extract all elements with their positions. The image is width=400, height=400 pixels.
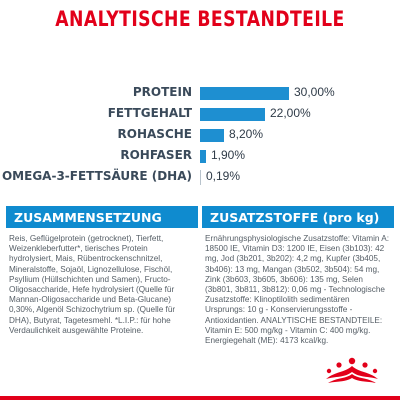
chart-value-label: 22,00% <box>270 106 311 120</box>
additives-text: Ernährungsphysiologische Zusatzstoffe: V… <box>205 234 390 346</box>
chart-bar <box>200 87 289 100</box>
chart-value-label: 8,20% <box>229 127 264 141</box>
chart-row: FETTGEHALT 22,00% <box>0 105 400 125</box>
page-title: ANALYTISCHE BESTANDTEILE <box>55 7 345 31</box>
composition-text: Reis, Geflügelprotein (getrocknet), Tier… <box>9 234 176 335</box>
chart-bar-baseline <box>200 170 201 185</box>
bottom-accent-line <box>0 396 400 400</box>
chart-value-label: 0,19% <box>206 169 241 183</box>
chart-row: ROHASCHE 8,20% <box>0 126 400 146</box>
chart-bar <box>200 108 265 121</box>
chart-category-label: OMEGA-3-FETTSÄURE (DHA) <box>1 169 192 183</box>
chart-bar <box>200 129 224 142</box>
royal-canin-crown-icon <box>326 357 378 383</box>
chart-category-label: ROHASCHE <box>117 127 192 141</box>
composition-heading: ZUSAMMENSETZUNG <box>6 206 198 228</box>
chart-value-label: 1,90% <box>211 148 246 162</box>
additives-heading: ZUSATZSTOFFE (pro kg) <box>202 206 394 228</box>
chart-category-label: FETTGEHALT <box>107 106 192 120</box>
chart-row: ROHFASER 1,90% <box>0 147 400 167</box>
chart-row: OMEGA-3-FETTSÄURE (DHA) 0,19% <box>0 168 400 188</box>
chart-value-label: 30,00% <box>294 85 335 99</box>
chart-bar <box>200 150 206 163</box>
chart-row: PROTEIN 30,00% <box>0 84 400 104</box>
chart-category-label: PROTEIN <box>132 85 192 99</box>
chart-category-label: ROHFASER <box>120 148 192 162</box>
